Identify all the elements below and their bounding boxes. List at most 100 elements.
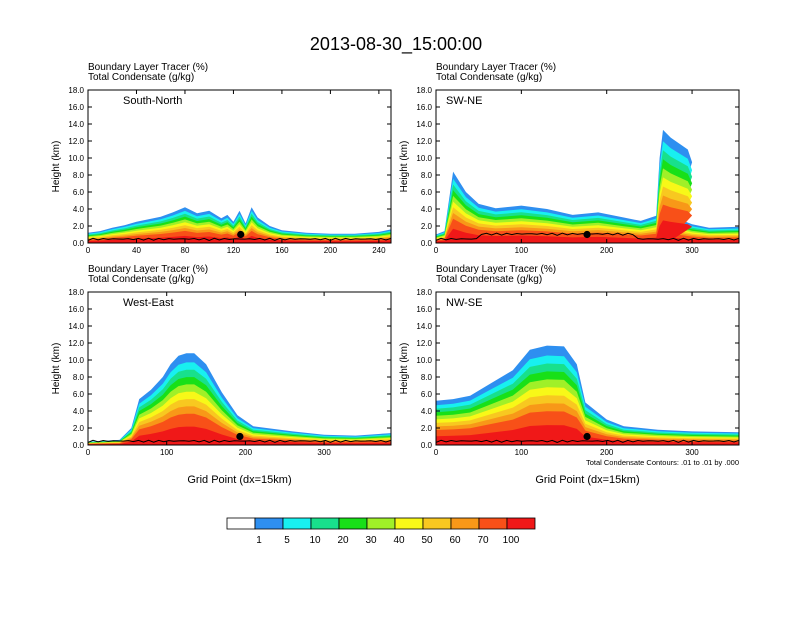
colorbar-label: 100 bbox=[503, 535, 520, 546]
colorbar-label: 60 bbox=[449, 535, 461, 546]
y-tick-label: 18.0 bbox=[68, 288, 84, 297]
y-axis-label: Height (km) bbox=[51, 141, 62, 193]
colorbar: 1 5 10 20 30 40 50 60 70 100 bbox=[226, 517, 536, 546]
y-tick-label: 18.0 bbox=[416, 288, 432, 297]
colorbar-label: 1 bbox=[256, 535, 262, 546]
y-tick-label: 4.0 bbox=[421, 407, 433, 416]
plot-area bbox=[88, 353, 391, 445]
tracer-layer-10 bbox=[436, 425, 739, 445]
y-tick-label: 6.0 bbox=[73, 188, 85, 197]
colorbar-swatch bbox=[366, 517, 396, 530]
y-tick-label: 8.0 bbox=[421, 373, 433, 382]
tracer-layer-10 bbox=[88, 426, 391, 445]
colorbar-label: 5 bbox=[284, 535, 290, 546]
x-tick-label: 0 bbox=[434, 246, 439, 255]
y-axis-label: Height (km) bbox=[51, 343, 62, 395]
colorbar-swatch bbox=[310, 517, 340, 530]
y-tick-label: 16.0 bbox=[68, 103, 84, 112]
x-tick-label: 0 bbox=[434, 448, 439, 457]
x-tick-label: 80 bbox=[181, 246, 190, 255]
colorbar-swatch bbox=[282, 517, 312, 530]
y-tick-label: 12.0 bbox=[416, 339, 432, 348]
y-tick-label: 12.0 bbox=[68, 137, 84, 146]
plot-area bbox=[88, 207, 391, 243]
y-tick-label: 2.0 bbox=[421, 222, 433, 231]
y-tick-label: 2.0 bbox=[73, 222, 85, 231]
y-tick-label: 0.0 bbox=[421, 239, 433, 248]
colorbar-swatch bbox=[254, 517, 284, 530]
terrain-line bbox=[436, 439, 739, 443]
y-tick-label: 4.0 bbox=[73, 205, 85, 214]
panel-subtitle-condensate: Total Condensate (g/kg) bbox=[436, 274, 542, 285]
y-tick-label: 14.0 bbox=[416, 322, 432, 331]
y-tick-label: 18.0 bbox=[416, 86, 432, 95]
y-tick-label: 14.0 bbox=[416, 120, 432, 129]
x-tick-label: 160 bbox=[275, 246, 289, 255]
panel-label: West-East bbox=[123, 297, 174, 309]
y-tick-label: 6.0 bbox=[73, 390, 85, 399]
panel-subtitle-tracer: Boundary Layer Tracer (%) bbox=[88, 62, 208, 73]
y-tick-label: 10.0 bbox=[416, 356, 432, 365]
colorbar-label: 20 bbox=[337, 535, 349, 546]
y-tick-label: 8.0 bbox=[73, 373, 85, 382]
panel-subtitle-tracer: Boundary Layer Tracer (%) bbox=[88, 264, 208, 275]
y-tick-label: 16.0 bbox=[416, 305, 432, 314]
y-tick-label: 4.0 bbox=[421, 205, 433, 214]
x-tick-label: 120 bbox=[227, 246, 241, 255]
x-tick-label: 100 bbox=[160, 448, 174, 457]
y-tick-label: 0.0 bbox=[73, 239, 85, 248]
colorbar-swatch bbox=[478, 517, 508, 530]
y-axis-label: Height (km) bbox=[399, 141, 410, 193]
plot-frame bbox=[87, 89, 392, 244]
y-tick-label: 12.0 bbox=[416, 137, 432, 146]
x-tick-label: 200 bbox=[239, 448, 253, 457]
x-tick-label: 200 bbox=[324, 246, 338, 255]
plot-area bbox=[436, 129, 739, 243]
panel-subtitle-condensate: Total Condensate (g/kg) bbox=[88, 72, 194, 83]
x-axis-label: Grid Point (dx=15km) bbox=[535, 474, 639, 486]
y-tick-label: 6.0 bbox=[421, 390, 433, 399]
y-tick-label: 16.0 bbox=[416, 103, 432, 112]
colorbar-swatch bbox=[450, 517, 480, 530]
x-axis-label: Grid Point (dx=15km) bbox=[187, 474, 291, 486]
panel-west-east: Boundary Layer Tracer (%)Total Condensat… bbox=[51, 264, 392, 486]
plot-frame bbox=[435, 291, 740, 446]
panel-subtitle-condensate: Total Condensate (g/kg) bbox=[436, 72, 542, 83]
location-marker bbox=[236, 432, 244, 441]
location-marker bbox=[583, 230, 591, 239]
colorbar-swatch bbox=[394, 517, 424, 530]
panel-south-north: Boundary Layer Tracer (%)Total Condensat… bbox=[51, 62, 392, 255]
y-tick-label: 10.0 bbox=[68, 154, 84, 163]
location-marker bbox=[583, 432, 591, 441]
x-tick-label: 240 bbox=[372, 246, 386, 255]
y-tick-label: 10.0 bbox=[416, 154, 432, 163]
x-tick-label: 100 bbox=[515, 246, 529, 255]
colorbar-swatch bbox=[338, 517, 368, 530]
colorbar-label: 70 bbox=[477, 535, 489, 546]
y-tick-label: 2.0 bbox=[73, 424, 85, 433]
y-axis-label: Height (km) bbox=[399, 343, 410, 395]
y-tick-label: 12.0 bbox=[68, 339, 84, 348]
colorbar-label: 40 bbox=[393, 535, 405, 546]
y-tick-label: 0.0 bbox=[421, 441, 433, 450]
y-tick-label: 18.0 bbox=[68, 86, 84, 95]
x-tick-label: 300 bbox=[317, 448, 331, 457]
location-marker bbox=[237, 230, 245, 239]
terrain-line bbox=[88, 237, 391, 241]
x-tick-label: 300 bbox=[685, 448, 699, 457]
y-tick-label: 4.0 bbox=[73, 407, 85, 416]
y-tick-label: 16.0 bbox=[68, 305, 84, 314]
y-tick-label: 8.0 bbox=[421, 171, 433, 180]
plot-frame bbox=[435, 89, 740, 244]
panels: Boundary Layer Tracer (%)Total Condensat… bbox=[51, 62, 740, 486]
y-tick-label: 14.0 bbox=[68, 322, 84, 331]
tracer-layer-10 bbox=[436, 220, 739, 243]
main-title: 2013-08-30_15:00:00 bbox=[310, 34, 482, 55]
x-tick-label: 0 bbox=[86, 448, 91, 457]
panel-label: South-North bbox=[123, 95, 182, 107]
y-tick-label: 14.0 bbox=[68, 120, 84, 129]
colorbar-label: 10 bbox=[309, 535, 321, 546]
contour-footnote: Total Condensate Contours: .01 to .01 by… bbox=[586, 458, 739, 467]
colorbar-label: 50 bbox=[421, 535, 433, 546]
